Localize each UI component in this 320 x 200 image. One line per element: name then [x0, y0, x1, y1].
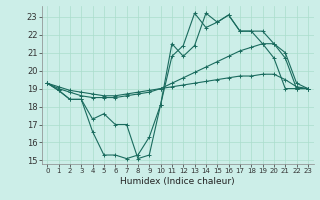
X-axis label: Humidex (Indice chaleur): Humidex (Indice chaleur): [120, 177, 235, 186]
